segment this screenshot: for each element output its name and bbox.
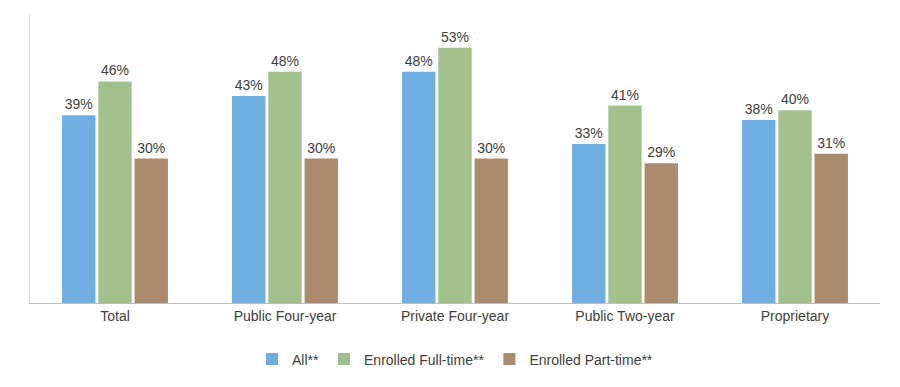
svg-text:48%: 48% [271, 53, 299, 69]
svg-text:Public Four-year: Public Four-year [234, 308, 337, 324]
svg-text:48%: 48% [405, 53, 433, 69]
svg-text:Enrolled Full-time**: Enrolled Full-time** [364, 352, 484, 368]
svg-text:39%: 39% [65, 96, 93, 112]
svg-text:Public Two-year: Public Two-year [575, 308, 675, 324]
svg-text:30%: 30% [477, 140, 505, 156]
svg-text:Proprietary: Proprietary [761, 308, 829, 324]
svg-text:Enrolled Part-time**: Enrolled Part-time** [529, 352, 652, 368]
svg-text:38%: 38% [745, 101, 773, 117]
svg-text:31%: 31% [817, 135, 845, 151]
svg-text:53%: 53% [441, 29, 469, 45]
svg-text:43%: 43% [235, 77, 263, 93]
svg-text:33%: 33% [575, 125, 603, 141]
svg-text:Private Four-year: Private Four-year [401, 308, 509, 324]
svg-text:All**: All** [292, 352, 319, 368]
svg-text:29%: 29% [647, 144, 675, 160]
svg-text:Total: Total [100, 308, 130, 324]
svg-text:46%: 46% [101, 62, 129, 78]
svg-text:40%: 40% [781, 91, 809, 107]
svg-text:30%: 30% [137, 140, 165, 156]
svg-text:30%: 30% [307, 140, 335, 156]
svg-text:41%: 41% [611, 87, 639, 103]
